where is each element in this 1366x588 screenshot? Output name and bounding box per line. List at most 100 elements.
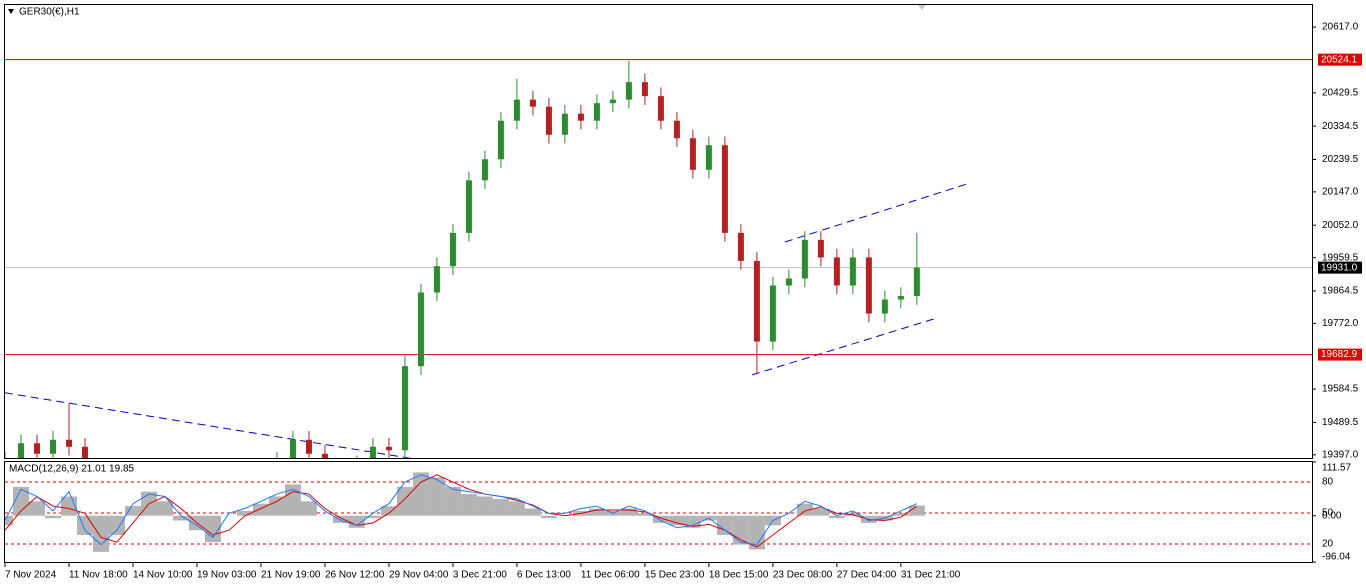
x-tick-label: 18 Dec 15:00 (709, 570, 769, 581)
candle-body (561, 113, 568, 135)
histogram-bar (5, 515, 13, 526)
candle-body (449, 232, 456, 267)
trend-line (751, 317, 938, 376)
candle-body (801, 239, 808, 279)
histogram-bar (172, 515, 189, 521)
x-tick-label: 29 Nov 04:00 (389, 570, 449, 581)
histogram-bar (396, 486, 413, 516)
candle-body (481, 159, 488, 181)
x-tick-label: 31 Dec 21:00 (901, 570, 961, 581)
histogram-bar (364, 515, 381, 519)
y-tick-label: 111.57 (1322, 463, 1352, 474)
histogram-bar (300, 501, 317, 516)
candle-body (705, 145, 712, 170)
menu-arrow[interactable] (8, 9, 14, 14)
price-label-box (1318, 53, 1362, 66)
x-tick-label: 11 Dec 06:00 (581, 570, 640, 581)
trend-line (784, 182, 970, 243)
histogram-bar (124, 506, 141, 516)
x-tick-label: 26 Nov 12:00 (325, 570, 385, 581)
y-tick-label: 20239.5 (1322, 154, 1359, 165)
macd-title: MACD(12,26,9) 21.01 19.85 (9, 464, 135, 475)
candle-body (593, 103, 600, 121)
candle-body (689, 138, 696, 170)
histogram-bar (540, 515, 557, 519)
x-tick-label: 11 Nov 18:00 (69, 570, 128, 581)
candle-body (65, 439, 72, 447)
histogram-bar (204, 515, 221, 543)
histogram-bar (796, 503, 813, 516)
candle-body (881, 299, 888, 314)
price-label-box (1318, 261, 1362, 274)
candle-body (897, 296, 904, 300)
y-tick-label: 0.00 (1322, 510, 1342, 521)
histogram-bar (588, 508, 605, 516)
histogram-bar (812, 508, 829, 516)
histogram-bar (508, 501, 525, 516)
y-tick-label: 19959.5 (1322, 252, 1359, 263)
candle-body (465, 180, 472, 233)
candle-body (913, 267, 920, 297)
x-tick-label: 27 Dec 04:00 (837, 570, 897, 581)
candle-body (753, 260, 760, 342)
candle-body (673, 120, 680, 139)
x-tick-label: 23 Dec 08:00 (773, 570, 833, 581)
level-label: 20 (1322, 539, 1334, 550)
candle-body (321, 453, 328, 458)
price-label: 19682.9 (1321, 349, 1358, 360)
histogram-bar (748, 515, 765, 550)
candle-body (289, 439, 296, 458)
histogram-bar (92, 515, 109, 552)
histogram-bar (236, 510, 253, 516)
candle-body (577, 113, 584, 121)
histogram-bar (652, 515, 669, 523)
price-label: 20524.1 (1321, 54, 1358, 65)
histogram-bar (636, 513, 653, 516)
candle-body (849, 257, 856, 286)
candle-body (305, 439, 312, 454)
candle-body (529, 99, 536, 107)
x-tick-label: 7 Nov 2024 (5, 570, 57, 581)
histogram-bar (444, 486, 461, 516)
x-tick-label: 14 Nov 10:00 (133, 570, 193, 581)
histogram-bar (716, 515, 733, 536)
y-tick-label: 20147.0 (1322, 187, 1359, 198)
main-plot-frame (4, 4, 1313, 459)
histogram-bar (428, 477, 445, 516)
indicator-line (5, 474, 918, 548)
y-tick-label: -96.04 (1322, 552, 1351, 563)
candle-body (721, 145, 728, 233)
histogram-bar (476, 496, 493, 516)
candle-body (49, 439, 56, 454)
histogram-bar (380, 506, 397, 516)
histogram-bar (44, 515, 61, 519)
candle-body (737, 232, 744, 261)
candle-body (625, 82, 632, 100)
y-tick-label: 19584.5 (1322, 384, 1359, 395)
histogram-bar (460, 494, 477, 516)
candle-body (497, 120, 504, 160)
axes: 20617.0 20429.5 20334.5 20239.5 20147.0 20052… (4, 22, 1362, 581)
histogram-bar (892, 513, 909, 516)
histogram-bar (684, 515, 701, 528)
macd-plot-frame (4, 461, 1313, 563)
candle-body (657, 96, 664, 121)
histogram-bar (28, 501, 45, 516)
histogram-bar (492, 498, 509, 516)
candle-body (401, 366, 408, 451)
indicator-line (5, 474, 918, 546)
histogram-bar (668, 515, 685, 526)
candle-body (865, 257, 872, 314)
level-label: 80 (1322, 477, 1334, 488)
candle-body (385, 446, 392, 451)
candle-body (545, 106, 552, 135)
candle-body (417, 292, 424, 367)
y-tick-label: 19489.5 (1322, 417, 1359, 428)
candle-body (817, 239, 824, 258)
candle-body (17, 443, 24, 458)
price-label-box (1318, 348, 1362, 361)
macd-plot (5, 472, 1312, 552)
histogram-bar (412, 472, 429, 516)
candle-body (641, 82, 648, 97)
